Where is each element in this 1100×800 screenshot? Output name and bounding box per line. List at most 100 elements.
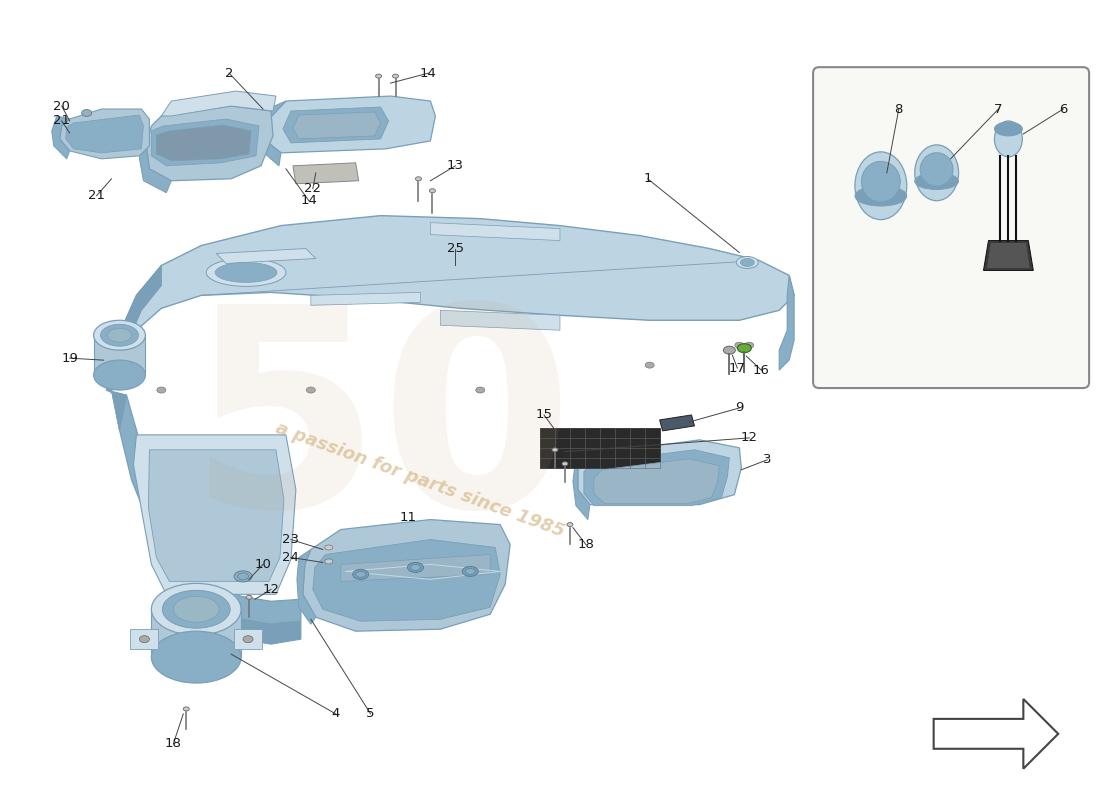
Ellipse shape bbox=[163, 590, 230, 628]
Polygon shape bbox=[578, 440, 741, 505]
Ellipse shape bbox=[724, 346, 736, 354]
Ellipse shape bbox=[562, 462, 568, 466]
Polygon shape bbox=[66, 115, 143, 153]
Ellipse shape bbox=[174, 596, 219, 622]
Ellipse shape bbox=[861, 162, 900, 202]
Text: 9: 9 bbox=[735, 402, 744, 414]
Ellipse shape bbox=[915, 145, 958, 201]
Ellipse shape bbox=[465, 569, 475, 574]
Ellipse shape bbox=[855, 152, 906, 220]
Text: 21: 21 bbox=[53, 114, 70, 127]
Ellipse shape bbox=[429, 189, 436, 193]
Text: 24: 24 bbox=[283, 551, 299, 564]
Polygon shape bbox=[94, 335, 145, 375]
Ellipse shape bbox=[157, 387, 166, 393]
Polygon shape bbox=[594, 458, 719, 504]
Text: 50: 50 bbox=[187, 295, 574, 565]
Polygon shape bbox=[234, 630, 262, 649]
Polygon shape bbox=[148, 450, 284, 582]
Ellipse shape bbox=[375, 74, 382, 78]
Text: 14: 14 bbox=[300, 194, 317, 207]
Polygon shape bbox=[983, 241, 1033, 270]
Polygon shape bbox=[261, 101, 286, 166]
Polygon shape bbox=[430, 222, 560, 241]
Polygon shape bbox=[107, 390, 301, 624]
Polygon shape bbox=[311, 292, 420, 306]
Ellipse shape bbox=[81, 110, 91, 117]
Polygon shape bbox=[133, 435, 296, 594]
Polygon shape bbox=[52, 116, 69, 159]
Text: 16: 16 bbox=[752, 364, 770, 377]
Text: 15: 15 bbox=[536, 409, 552, 422]
Text: 14: 14 bbox=[420, 66, 437, 80]
Ellipse shape bbox=[407, 562, 424, 572]
Polygon shape bbox=[152, 610, 241, 657]
Ellipse shape bbox=[184, 707, 189, 711]
Ellipse shape bbox=[306, 387, 316, 393]
Ellipse shape bbox=[646, 362, 654, 368]
Text: 4: 4 bbox=[331, 707, 340, 721]
Polygon shape bbox=[987, 242, 1031, 269]
Polygon shape bbox=[156, 125, 251, 161]
Ellipse shape bbox=[234, 571, 252, 582]
Ellipse shape bbox=[994, 121, 1022, 157]
Ellipse shape bbox=[994, 122, 1022, 136]
Polygon shape bbox=[131, 630, 158, 649]
Polygon shape bbox=[293, 112, 381, 139]
Polygon shape bbox=[660, 415, 694, 431]
Text: 7: 7 bbox=[994, 102, 1003, 115]
Polygon shape bbox=[140, 141, 172, 193]
Ellipse shape bbox=[915, 173, 958, 190]
Ellipse shape bbox=[740, 258, 755, 266]
Text: 1: 1 bbox=[644, 172, 652, 186]
Ellipse shape bbox=[108, 328, 132, 342]
Polygon shape bbox=[266, 96, 436, 153]
Text: 18: 18 bbox=[578, 538, 594, 551]
Text: 19: 19 bbox=[62, 352, 78, 365]
Polygon shape bbox=[934, 699, 1058, 769]
Polygon shape bbox=[283, 107, 388, 143]
Ellipse shape bbox=[100, 324, 139, 346]
Ellipse shape bbox=[243, 636, 253, 642]
Polygon shape bbox=[107, 266, 162, 430]
Ellipse shape bbox=[921, 153, 953, 186]
Ellipse shape bbox=[745, 342, 754, 348]
Ellipse shape bbox=[94, 360, 145, 390]
Text: 12: 12 bbox=[263, 583, 279, 596]
Text: 8: 8 bbox=[894, 102, 903, 115]
Ellipse shape bbox=[416, 177, 421, 181]
Ellipse shape bbox=[324, 545, 333, 550]
Text: 3: 3 bbox=[763, 454, 771, 466]
Polygon shape bbox=[440, 310, 560, 330]
Text: 18: 18 bbox=[165, 738, 182, 750]
Ellipse shape bbox=[206, 258, 286, 286]
Ellipse shape bbox=[140, 636, 150, 642]
Polygon shape bbox=[540, 428, 660, 468]
FancyBboxPatch shape bbox=[813, 67, 1089, 388]
Polygon shape bbox=[152, 119, 258, 166]
Text: 25: 25 bbox=[447, 242, 464, 255]
Ellipse shape bbox=[410, 565, 420, 570]
Ellipse shape bbox=[393, 74, 398, 78]
Ellipse shape bbox=[736, 257, 758, 269]
Polygon shape bbox=[191, 594, 301, 644]
Text: 12: 12 bbox=[740, 431, 758, 444]
Polygon shape bbox=[312, 539, 500, 622]
Ellipse shape bbox=[355, 571, 365, 578]
Ellipse shape bbox=[462, 566, 478, 576]
Ellipse shape bbox=[94, 320, 145, 350]
Text: 5: 5 bbox=[366, 707, 375, 721]
Text: 6: 6 bbox=[1059, 102, 1067, 115]
Ellipse shape bbox=[152, 631, 241, 683]
Ellipse shape bbox=[552, 448, 558, 452]
Polygon shape bbox=[779, 275, 794, 370]
Ellipse shape bbox=[238, 573, 249, 580]
Ellipse shape bbox=[353, 570, 369, 579]
Ellipse shape bbox=[152, 583, 241, 635]
Text: 11: 11 bbox=[400, 511, 417, 524]
Text: 23: 23 bbox=[283, 533, 299, 546]
Polygon shape bbox=[297, 550, 316, 624]
Polygon shape bbox=[162, 91, 276, 116]
Text: 22: 22 bbox=[305, 182, 321, 195]
Text: 20: 20 bbox=[53, 99, 70, 113]
